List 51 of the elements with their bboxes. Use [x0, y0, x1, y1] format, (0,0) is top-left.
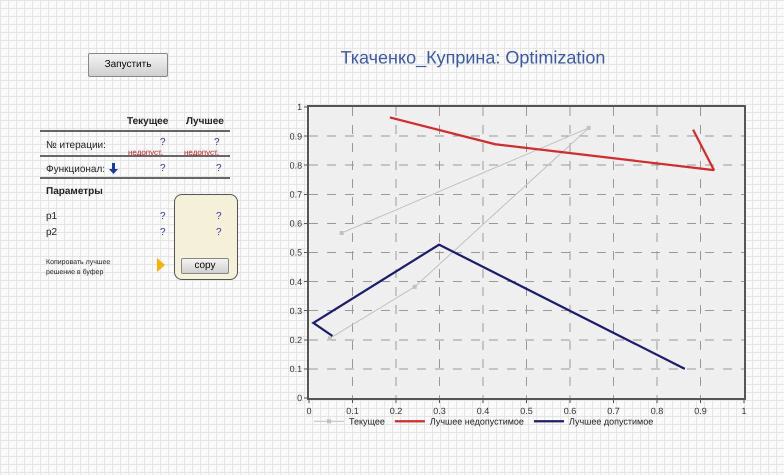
x-tick-label: 0.2	[390, 406, 402, 416]
y-tick-label: 0.7	[290, 189, 302, 200]
text: недопуст.	[184, 148, 220, 157]
text: Текущее	[127, 116, 168, 127]
text: p1	[46, 211, 58, 222]
text: ?	[216, 163, 222, 174]
button: copy	[181, 258, 229, 274]
x-tick-label: 0.8	[650, 406, 664, 416]
text: ?	[160, 211, 166, 222]
text: p2	[46, 227, 58, 238]
text: ?	[160, 227, 166, 238]
text: ?	[160, 163, 166, 174]
line-series	[312, 244, 686, 370]
x-tick-label: 0.3	[433, 406, 446, 416]
button: Запустить	[88, 53, 168, 77]
text: недопуст.	[128, 148, 164, 157]
point	[412, 284, 417, 289]
point	[586, 126, 591, 130]
point	[340, 231, 344, 235]
legend-label: Текущее	[349, 416, 385, 427]
x-tick-label: 0.4	[476, 406, 490, 416]
point	[328, 336, 332, 340]
y-tick-label: 0.8	[290, 160, 302, 170]
x-tick-label: 0.9	[694, 406, 707, 416]
text: ?	[216, 227, 222, 238]
x-tick-label: 0.1	[346, 406, 359, 416]
y-tick-label: 0.5	[290, 248, 302, 258]
legend-label: Лучшее допустимое	[568, 416, 654, 427]
y-tick-label: 0.6	[290, 218, 302, 229]
text: ?	[160, 137, 166, 148]
y-tick-label: 0.3	[290, 306, 302, 316]
x-tick-label: 0.7	[607, 406, 620, 416]
text: Параметры	[46, 186, 103, 197]
text: Лучшее	[186, 116, 224, 127]
x-tick-label: 0.6	[564, 406, 576, 416]
x-tick-label: 0.5	[520, 406, 533, 416]
x-tick-label: 1	[741, 406, 747, 416]
legend-label: Лучшее недопустимое	[430, 416, 524, 427]
y-tick-label: 0.4	[290, 276, 302, 287]
chart-title: Ткаченко_Куприна: Optimization	[340, 47, 606, 68]
y-tick-label: 0.9	[290, 131, 302, 142]
text: № итерации:	[46, 140, 106, 151]
text: ?	[216, 211, 222, 222]
y-tick-label: 0.1	[290, 364, 302, 374]
y-tick-label: 0	[297, 393, 302, 404]
y-tick-label: 0.2	[290, 334, 302, 345]
text: ?	[214, 137, 220, 148]
line-series	[388, 116, 716, 172]
x-tick-label: 0	[306, 406, 312, 416]
y-tick-label: 1	[297, 102, 302, 112]
text: Функционал:	[46, 164, 106, 175]
